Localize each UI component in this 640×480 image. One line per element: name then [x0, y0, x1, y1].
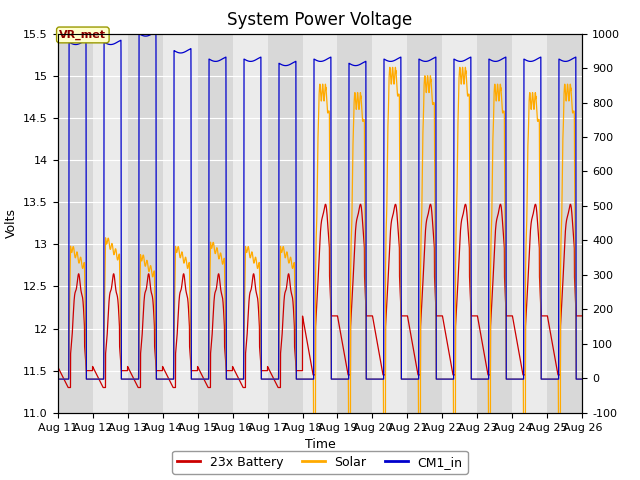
Bar: [303, 34, 337, 413]
Text: VR_met: VR_met: [60, 30, 106, 40]
Bar: [442, 34, 477, 413]
Legend: 23x Battery, Solar, CM1_in: 23x Battery, Solar, CM1_in: [172, 451, 468, 474]
X-axis label: Time: Time: [305, 438, 335, 451]
Bar: [163, 34, 198, 413]
Bar: [93, 34, 127, 413]
Bar: [372, 34, 408, 413]
Bar: [513, 34, 547, 413]
Title: System Power Voltage: System Power Voltage: [227, 11, 413, 29]
Y-axis label: Volts: Volts: [4, 208, 17, 238]
Bar: [232, 34, 268, 413]
